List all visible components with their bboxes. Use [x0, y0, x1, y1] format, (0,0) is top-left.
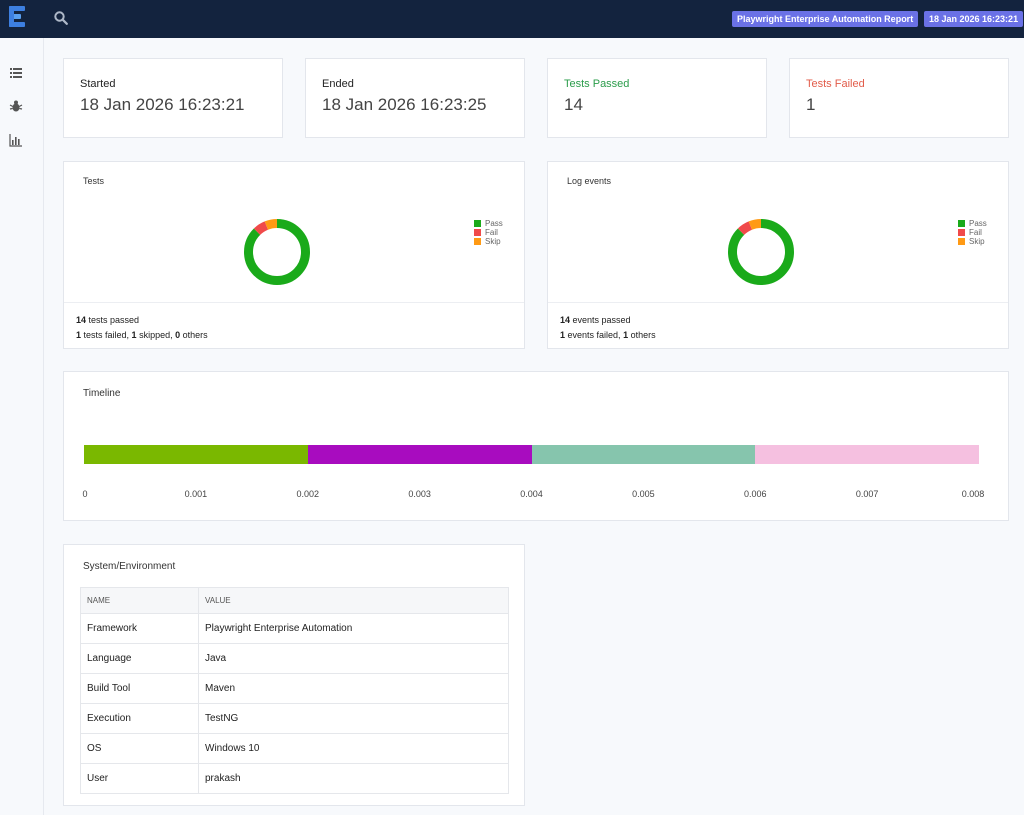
legend-pass[interactable]: Pass	[474, 219, 503, 228]
column-header-name: NAME	[80, 587, 199, 614]
timeline-tick-label: 0	[82, 489, 88, 499]
legend-fail[interactable]: Fail	[958, 228, 987, 237]
search-icon[interactable]	[54, 11, 68, 25]
log-events-panel-title: Log events	[567, 176, 612, 186]
top-navbar: Playwright Enterprise Automation Report …	[0, 0, 1024, 38]
table-row: Execution TestNG	[80, 703, 509, 734]
env-value-cell: TestNG	[198, 703, 509, 734]
legend-skip[interactable]: Skip	[474, 237, 503, 246]
legend-pass-swatch	[474, 220, 481, 227]
donut-slice-skip[interactable]	[728, 219, 794, 285]
legend-pass-swatch	[958, 220, 965, 227]
legend-skip-swatch	[474, 238, 481, 245]
table-row: Language Java	[80, 643, 509, 674]
log-events-donut-chart	[728, 219, 794, 285]
list-icon[interactable]	[9, 66, 23, 80]
legend-fail-swatch	[958, 229, 965, 236]
log-events-summary: 14 events passed 1 events failed, 1 othe…	[548, 302, 1008, 348]
env-name-cell: User	[80, 763, 199, 794]
tests-panel: Tests Pass Fail Skip 14 tests passed 1 t…	[63, 161, 525, 349]
timeline-segment-1[interactable]	[84, 445, 308, 464]
bug-icon[interactable]	[9, 99, 23, 113]
env-name-cell: Language	[80, 643, 199, 674]
sidebar	[0, 38, 44, 815]
tests-failed-value: 1	[806, 95, 816, 114]
tests-failed-card: Tests Failed 1	[789, 58, 1009, 138]
timeline-tick-label: 0.008	[961, 489, 985, 499]
tests-passed-summary: 14 tests passed	[76, 315, 140, 325]
log-events-panel: Log events Pass Fail Skip 14 events pass…	[547, 161, 1009, 349]
tests-passed-label: Tests Passed	[564, 78, 630, 90]
env-name-cell: OS	[80, 733, 199, 764]
env-value-cell: Maven	[198, 673, 509, 704]
legend-skip[interactable]: Skip	[958, 237, 987, 246]
tests-passed-card: Tests Passed 14	[547, 58, 767, 138]
started-label: Started	[80, 78, 116, 90]
legend-fail-swatch	[474, 229, 481, 236]
env-name-cell: Execution	[80, 703, 199, 734]
started-card: Started 18 Jan 2026 16:23:21	[63, 58, 283, 138]
timeline-title: Timeline	[83, 388, 121, 399]
events-failed-summary: 1 events failed, 1 others	[560, 330, 656, 340]
tests-legend: Pass Fail Skip	[474, 219, 503, 246]
ended-card: Ended 18 Jan 2026 16:23:25	[305, 58, 525, 138]
timeline-tick-label: 0.006	[743, 489, 767, 499]
column-header-value: VALUE	[198, 587, 509, 614]
donut-slice-pass[interactable]	[728, 219, 794, 285]
timeline-panel: Timeline 0 0.001 0.002 0.003 0.004 0.005 0.006…	[63, 371, 1009, 521]
table-row: Framework Playwright Enterprise Automatio…	[80, 613, 509, 644]
timestamp-badge: 18 Jan 2026 16:23:21	[924, 11, 1024, 27]
legend-fail[interactable]: Fail	[474, 228, 503, 237]
tests-summary: 14 tests passed 1 tests failed, 1 skippe…	[64, 302, 524, 348]
timeline-segment-4[interactable]	[755, 445, 979, 464]
started-value: 18 Jan 2026 16:23:21	[80, 95, 245, 114]
table-row: OS Windows 10	[80, 733, 509, 764]
env-value-cell: Java	[198, 643, 509, 674]
ended-label: Ended	[322, 78, 354, 90]
ended-value: 18 Jan 2026 16:23:25	[322, 95, 487, 114]
table-header-row: NAME VALUE	[80, 587, 509, 614]
log-events-legend: Pass Fail Skip	[958, 219, 987, 246]
table-row: Build Tool Maven	[80, 673, 509, 704]
env-value-cell: Windows 10	[198, 733, 509, 764]
environment-table: NAME VALUE Framework Playwright Enterpris…	[80, 587, 509, 794]
timeline-tick-label: 0.002	[296, 489, 320, 499]
donut-slice-skip[interactable]	[244, 219, 310, 285]
timeline-tick-label: 0.005	[632, 489, 655, 499]
bar-chart-icon[interactable]	[9, 133, 23, 147]
timeline-tick-label: 0.003	[408, 489, 431, 499]
tests-donut-chart	[244, 219, 310, 285]
env-value-cell: prakash	[198, 763, 509, 794]
tests-panel-title: Tests	[83, 176, 105, 186]
timeline-tick-label: 0.001	[184, 489, 208, 499]
legend-pass[interactable]: Pass	[958, 219, 987, 228]
env-name-cell: Build Tool	[80, 673, 199, 704]
tests-passed-value: 14	[564, 95, 583, 114]
env-value-cell: Playwright Enterprise Automation	[198, 613, 509, 644]
timeline-tick-label: 0.007	[855, 489, 879, 499]
timeline-segment-2[interactable]	[307, 445, 532, 464]
extent-logo-icon[interactable]	[9, 6, 29, 30]
environment-title: System/Environment	[83, 561, 176, 572]
events-passed-summary: 14 events passed	[560, 315, 631, 325]
tests-failed-summary: 1 tests failed, 1 skipped, 0 others	[76, 330, 208, 340]
timeline-tick-label: 0.004	[520, 489, 543, 499]
tests-failed-label: Tests Failed	[806, 78, 865, 90]
report-name-badge: Playwright Enterprise Automation Report	[732, 11, 919, 27]
legend-skip-swatch	[958, 238, 965, 245]
environment-panel: System/Environment NAME VALUE Framework P…	[63, 544, 525, 806]
table-row: User prakash	[80, 763, 509, 794]
timeline-segment-3[interactable]	[531, 445, 756, 464]
env-name-cell: Framework	[80, 613, 199, 644]
donut-slice-pass[interactable]	[244, 219, 310, 285]
